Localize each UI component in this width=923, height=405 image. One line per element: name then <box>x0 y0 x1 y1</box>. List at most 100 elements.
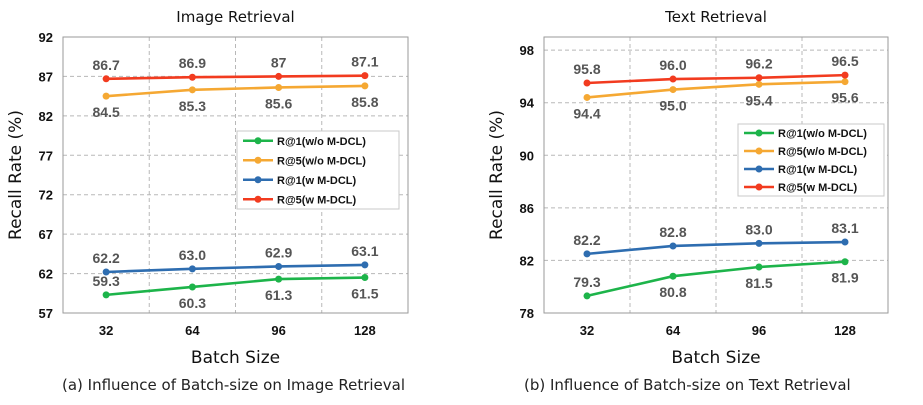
x-tick-label: 64 <box>185 323 200 338</box>
series-line <box>106 74 365 81</box>
legend-marker <box>755 129 763 137</box>
legend-marker <box>254 137 262 145</box>
y-tick-label: 77 <box>39 148 53 163</box>
data-label: 63.0 <box>179 247 206 263</box>
data-label: 86.7 <box>93 57 120 73</box>
data-point <box>583 250 591 258</box>
y-tick-label: 82 <box>520 253 534 268</box>
data-point <box>361 82 369 90</box>
plot-area <box>62 36 409 314</box>
x-tick-label: 128 <box>834 323 856 338</box>
chart-text-retrieval: Text Retrieval 78 82 86 90 94 98 32 64 96 128 Batch… <box>487 8 889 368</box>
data-label: 81.9 <box>831 270 858 286</box>
data-point <box>102 291 110 299</box>
data-label: 94.4 <box>573 105 600 121</box>
series-line <box>106 84 365 98</box>
data-label: 79.3 <box>573 274 600 290</box>
data-point <box>188 283 196 291</box>
data-point <box>361 261 369 269</box>
data-label: 62.2 <box>93 250 120 266</box>
data-point <box>188 86 196 94</box>
legend-label: R@1(w/o M-DCL) <box>277 136 366 148</box>
data-point <box>669 86 677 94</box>
legend-marker <box>254 156 262 164</box>
data-label: 86.9 <box>179 55 206 71</box>
y-tick-label: 98 <box>520 43 534 58</box>
data-label: 63.1 <box>351 243 378 259</box>
y-tick-label: 87 <box>39 69 53 84</box>
series-line <box>106 276 365 297</box>
data-point <box>841 238 849 246</box>
data-point <box>669 272 677 280</box>
data-point <box>841 71 849 79</box>
chart-title: Image Retrieval <box>176 8 294 26</box>
caption-text-retrieval: (b) Influence of Batch-size on Text Retr… <box>524 376 851 394</box>
data-label: 85.8 <box>351 94 378 110</box>
y-axis-label: Recall Rate (%) <box>487 110 507 240</box>
series-line <box>586 240 846 256</box>
data-label: 85.3 <box>179 98 206 114</box>
data-point <box>275 262 283 270</box>
data-label: 96.2 <box>745 56 772 72</box>
data-point <box>841 78 849 86</box>
data-point <box>188 265 196 273</box>
y-tick-label: 78 <box>520 306 534 321</box>
series-line <box>106 263 365 274</box>
legend-marker <box>755 183 763 191</box>
chart-title: Text Retrieval <box>664 8 767 26</box>
data-point <box>755 263 763 271</box>
data-label: 81.5 <box>745 275 772 291</box>
x-axis-label: Batch Size <box>191 348 280 368</box>
legend-label: R@5(w/o M-DCL) <box>778 146 867 158</box>
data-point <box>275 275 283 283</box>
y-tick-label: 90 <box>520 148 534 163</box>
data-point <box>755 239 763 247</box>
y-tick-label: 62 <box>39 267 53 282</box>
caption-image-retrieval: (a) Influence of Batch-size on Image Ret… <box>62 376 405 394</box>
data-point <box>361 72 369 80</box>
data-point <box>102 268 110 276</box>
plot-area <box>543 36 889 314</box>
data-point <box>583 292 591 300</box>
series-line <box>586 80 846 99</box>
data-point <box>102 92 110 100</box>
data-point <box>841 258 849 266</box>
data-label: 87.1 <box>351 54 378 70</box>
data-point <box>755 80 763 88</box>
y-tick-label: 94 <box>520 96 535 111</box>
chart-image-retrieval: Image Retrieval 57 62 67 72 77 82 87 92 32 64 96 128… <box>6 8 409 368</box>
data-label: 59.3 <box>93 273 120 289</box>
data-point <box>188 73 196 81</box>
series-line <box>586 260 846 298</box>
data-point <box>275 72 283 80</box>
data-label: 95.4 <box>745 92 772 108</box>
data-label: 95.8 <box>573 61 600 77</box>
data-label: 83.1 <box>831 220 858 236</box>
series-line <box>586 73 846 85</box>
x-tick-label: 96 <box>271 323 285 338</box>
data-label: 80.8 <box>659 284 686 300</box>
x-tick-label: 32 <box>99 323 113 338</box>
data-label: 96.0 <box>659 57 686 73</box>
legend-marker <box>254 195 262 203</box>
data-point <box>755 74 763 82</box>
y-tick-label: 86 <box>520 201 534 216</box>
data-label: 95.6 <box>831 90 858 106</box>
x-tick-label: 96 <box>752 323 766 338</box>
data-point <box>102 75 110 83</box>
x-axis-label: Batch Size <box>671 348 760 368</box>
data-label: 87 <box>271 54 287 70</box>
y-tick-label: 72 <box>39 188 53 203</box>
legend-marker <box>755 147 763 155</box>
y-tick-label: 67 <box>39 227 53 242</box>
legend-label: R@5(w M-DCL) <box>778 182 857 194</box>
legend-label: R@5(w M-DCL) <box>277 194 356 206</box>
data-label: 85.6 <box>265 95 292 111</box>
data-label: 61.3 <box>265 287 292 303</box>
legend-box <box>737 123 885 197</box>
figure: Image Retrieval 57 62 67 72 77 82 87 92 32 64 96 128… <box>6 8 889 368</box>
legend-label: R@1(w M-DCL) <box>778 164 857 176</box>
data-point <box>669 242 677 250</box>
x-tick-label: 64 <box>666 323 681 338</box>
data-label: 82.2 <box>573 232 600 248</box>
